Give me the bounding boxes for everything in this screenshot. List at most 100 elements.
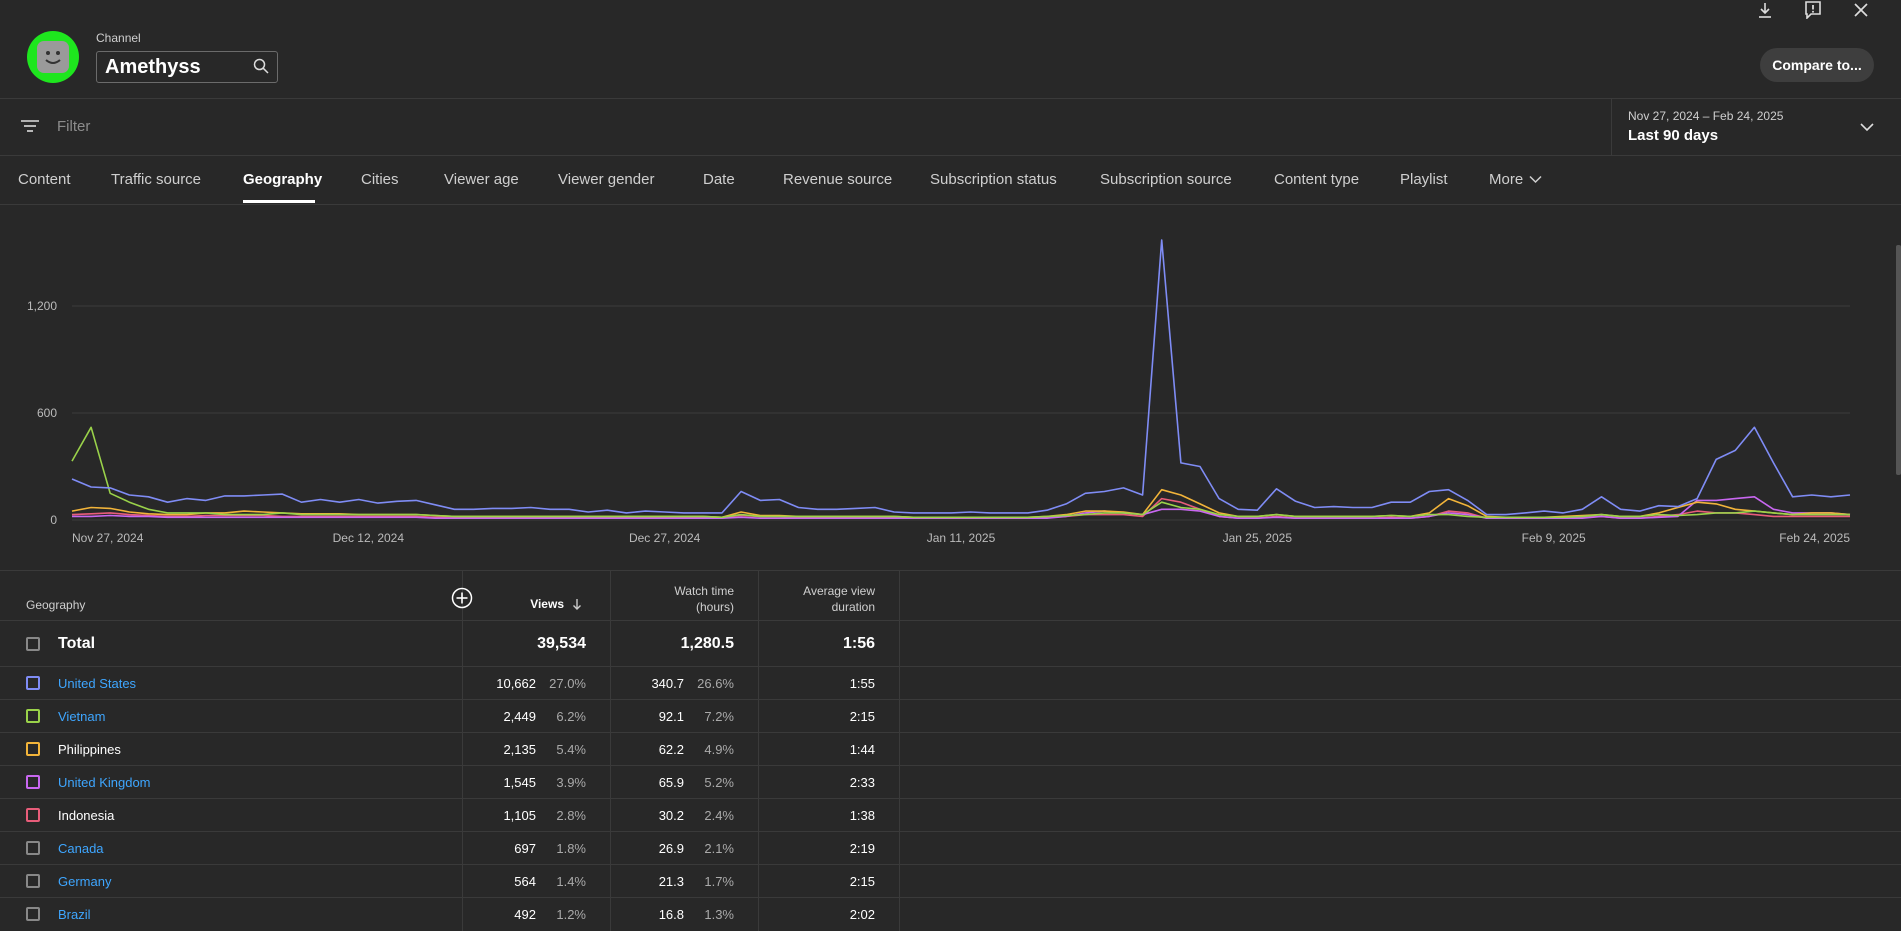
watch-time-value: 92.1 [658,709,684,724]
series-line[interactable] [72,495,1851,520]
feedback-icon[interactable] [1800,0,1826,20]
tab-subscription-source[interactable]: Subscription source [1100,171,1232,188]
views-percent: 1.2% [556,907,586,922]
avd-value: 2:02 [849,907,875,922]
checkbox[interactable] [26,775,40,789]
country-name[interactable]: United States [58,676,137,691]
checkbox[interactable] [26,742,40,756]
tab-viewer-age[interactable]: Viewer age [444,171,519,188]
date-range-label: Last 90 days [1628,127,1719,144]
tab-viewer-gender[interactable]: Viewer gender [558,171,655,188]
filter-input[interactable]: Filter [57,118,91,135]
checkbox[interactable] [26,841,40,855]
views-value: 1,105 [503,808,536,823]
watch-time-percent: 2.4% [704,808,734,823]
views-value: 697 [514,841,536,856]
compare-to-button[interactable]: Compare to... [1760,48,1874,82]
views-percent: 1.4% [556,874,586,889]
table-row: United States 10,662 27.0% 340.7 26.6% 1:55 [0,666,1901,700]
watch-time-header-line1: Watch time [674,584,734,598]
tab-date[interactable]: Date [703,171,735,188]
total-label: Total [58,635,96,652]
channel-avatar[interactable] [27,31,79,83]
x-tick-label: Dec 27, 2024 [629,531,701,545]
watch-time-value: 65.9 [658,775,684,790]
views-percent: 2.8% [556,808,586,823]
add-column-icon[interactable] [451,587,473,614]
avd-value: 2:19 [849,841,875,856]
avd-value: 1:55 [849,676,875,691]
views-value: 1,545 [503,775,536,790]
series-line[interactable] [71,239,1851,516]
watch-time-header-line2: (hours) [695,600,734,614]
chart-scrollbar[interactable] [1896,245,1901,475]
close-icon[interactable] [1848,0,1874,20]
country-name[interactable]: Brazil [58,907,91,922]
avd-value: 2:15 [849,874,875,889]
total-views: 39,534 [537,635,586,652]
watch-time-column-header[interactable]: Watch time (hours) [610,583,734,615]
tab-content-type[interactable]: Content type [1274,171,1360,188]
avd-header-line2: duration [831,600,875,614]
tab-playlist[interactable]: Playlist [1400,171,1448,188]
smiley-icon [37,41,69,73]
checkbox[interactable] [26,874,40,888]
x-tick-label: Jan 11, 2025 [927,531,996,545]
views-value: 2,449 [503,709,536,724]
views-percent: 27.0% [549,676,586,691]
tab-subscription-status[interactable]: Subscription status [930,171,1057,188]
views-line-chart: 0 600 1,200 1,800 Nov 27, 2024 Dec 12, 2024 De… [0,205,1901,571]
country-name: Indonesia [58,808,115,823]
checkbox[interactable] [26,637,40,651]
avd-column-header[interactable]: Average view duration [758,583,875,615]
views-header-label: Views [530,597,564,611]
table-total-row: Total 39,534 1,280.5 1:56 [0,620,1901,667]
watch-time-percent: 4.9% [704,742,734,757]
date-range-picker[interactable]: Nov 27, 2024 – Feb 24, 2025 Last 90 days [1611,99,1901,155]
filter-icon[interactable] [20,119,40,138]
views-percent: 1.8% [556,841,586,856]
total-avd: 1:56 [842,635,875,652]
search-icon[interactable] [253,58,269,79]
avd-value: 2:15 [849,709,875,724]
views-value: 10,662 [496,676,536,691]
avd-value: 2:33 [849,775,875,790]
country-name[interactable]: Vietnam [58,709,106,724]
tab-traffic-source[interactable]: Traffic source [111,171,202,188]
views-column-header[interactable]: Views [462,597,582,611]
table-row: United Kingdom 1,545 3.9% 65.9 5.2% 2:33 [0,765,1901,799]
channel-picker[interactable]: Amethyss [96,51,278,83]
views-value: 564 [514,874,536,889]
channel-header: Channel Amethyss Compare to... [0,0,1901,99]
x-tick-label: Feb 24, 2025 [1779,531,1850,545]
checkbox[interactable] [26,709,40,723]
views-value: 492 [514,907,536,922]
watch-time-percent: 2.1% [704,841,734,856]
country-name[interactable]: Canada [58,841,104,856]
checkbox[interactable] [26,808,40,822]
geography-table: Geography Views Watch time (hours) Avera… [0,571,1901,931]
tab-more[interactable]: More [1489,171,1542,188]
tab-cities[interactable]: Cities [361,171,399,188]
geography-column-header[interactable]: Geography [26,598,86,612]
checkbox[interactable] [26,907,40,921]
y-tick-label: 600 [37,406,57,420]
country-name[interactable]: United Kingdom [58,775,151,790]
x-tick-label: Feb 9, 2025 [1522,531,1586,545]
country-name[interactable]: Germany [58,874,112,889]
download-icon[interactable] [1752,0,1778,20]
watch-time-percent: 26.6% [697,676,734,691]
series-line[interactable] [71,426,1850,519]
table-row: Philippines 2,135 5.4% 62.2 4.9% 1:44 [0,732,1901,766]
watch-time-percent: 1.7% [704,874,734,889]
filter-bar: Filter Nov 27, 2024 – Feb 24, 2025 Last … [0,99,1901,156]
y-tick-label: 1,200 [27,299,57,313]
tab-geography[interactable]: Geography [243,171,323,188]
watch-time-value: 30.2 [658,808,684,823]
tab-content[interactable]: Content [18,171,71,188]
views-percent: 3.9% [556,775,586,790]
tab-revenue-source[interactable]: Revenue source [783,171,893,188]
avd-value: 1:44 [849,742,875,757]
checkbox[interactable] [26,676,40,690]
watch-time-value: 340.7 [651,676,684,691]
